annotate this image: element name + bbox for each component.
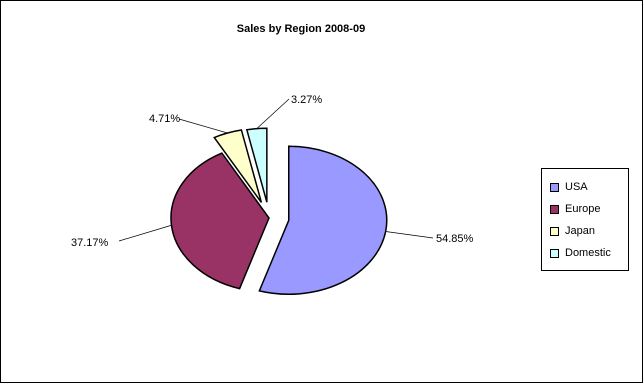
chart-legend: USA Europe Japan Domestic	[541, 168, 629, 271]
legend-swatch-domestic	[550, 248, 559, 258]
legend-item-europe: Europe	[542, 198, 628, 220]
legend-label-europe: Europe	[565, 203, 601, 215]
pie-slice-japan	[213, 129, 263, 203]
leader-line-japan	[178, 118, 228, 134]
leader-line-europe	[118, 224, 172, 242]
legend-swatch-europe	[550, 204, 559, 214]
data-label-europe: 37.17%	[71, 237, 109, 249]
data-label-domestic: 3.27%	[291, 94, 322, 106]
pie-slice-usa	[258, 145, 388, 296]
legend-item-japan: Japan	[542, 220, 628, 242]
legend-item-domestic: Domestic	[542, 242, 628, 264]
data-label-japan: 4.71%	[149, 113, 180, 125]
legend-item-usa: USA	[542, 176, 628, 198]
chart-title: Sales by Region 2008-09	[236, 23, 366, 35]
legend-label-usa: USA	[565, 181, 588, 193]
legend-swatch-japan	[550, 226, 559, 236]
pie-slice-europe	[170, 152, 270, 290]
leader-line-usa	[385, 231, 434, 239]
legend-label-japan: Japan	[565, 225, 595, 237]
data-label-usa: 54.85%	[436, 233, 474, 245]
leader-line-domestic	[256, 98, 290, 129]
legend-swatch-usa	[550, 182, 559, 192]
legend-label-domestic: Domestic	[565, 247, 611, 259]
